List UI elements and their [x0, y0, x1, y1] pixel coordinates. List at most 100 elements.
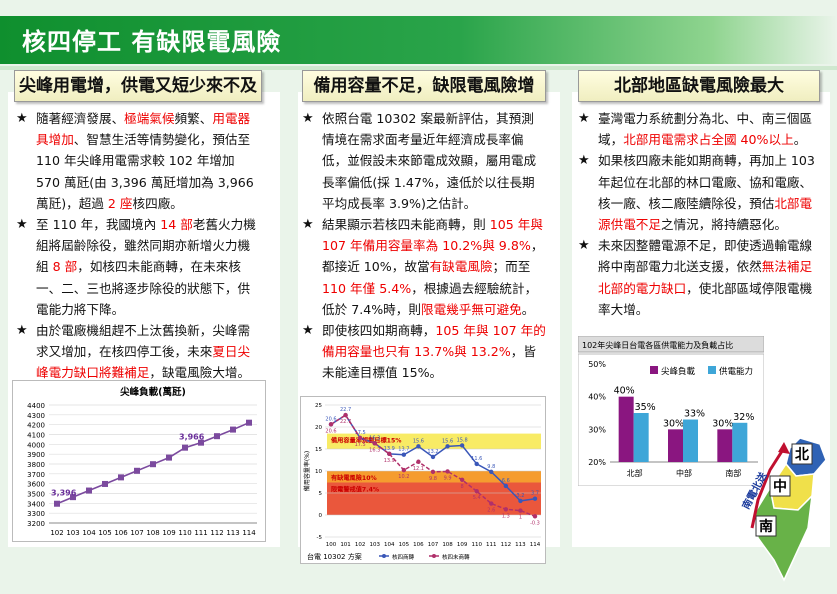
y-tick-label: 4400 [27, 402, 45, 410]
x-tick-label: 106 [413, 542, 424, 548]
data-label: 2.6 [487, 508, 495, 514]
legend-swatch [650, 366, 658, 374]
data-point [474, 461, 479, 467]
data-point [416, 444, 421, 449]
column-1-heading: 尖峰用電增，供電又短少來不及 [14, 70, 262, 102]
y-tick-label: 3900 [27, 451, 45, 459]
data-label: 3.7 [531, 491, 539, 497]
data-point [150, 461, 156, 468]
regional-supply-chart: 102年尖峰日台電各區供電能力及負載占比 20% 30% 40% 50% 北部 40% 35%… [577, 335, 765, 487]
x-tick-label: 113 [515, 542, 526, 548]
x-tick-label: 105 [98, 529, 111, 537]
y-tick-label: -5 [317, 535, 323, 541]
data-label: 15.8 [457, 437, 468, 443]
body-text: 老舊火力機組將屆齡除役，雖然同期亦新增火力機組 [36, 217, 256, 275]
south-label: 南 [759, 518, 773, 535]
chart-title: 尖峰負載(萬瓩) [120, 386, 186, 398]
data-label: 13.9 [384, 458, 395, 464]
y-tick-label: 40% [588, 393, 606, 402]
data-label: 3,396 [51, 489, 77, 498]
legend-label: 尖峰負載 [661, 366, 696, 377]
south-label-box [755, 515, 777, 537]
body-text: 。 [521, 301, 535, 317]
y-tick-label: 3200 [27, 520, 45, 528]
y-tick-label: 10 [315, 469, 322, 475]
x-tick-label: 110 [471, 542, 482, 548]
body-text: ，使北部區域停限電機率大增。 [598, 280, 813, 317]
data-label: 22.7 [340, 407, 351, 413]
data-label: 6.6 [502, 478, 510, 484]
body-text: ，缺電風險大增。 [149, 365, 251, 381]
body-text: 、智慧生活等情勢變化，預估至 110 年尖峰用電需求較 102 年增加 570 … [36, 132, 254, 211]
bar [618, 396, 634, 462]
x-tick-label: 100 [326, 542, 337, 548]
x-tick-label: 101 [340, 542, 351, 548]
data-label: 22.7 [340, 419, 351, 425]
y-tick-label: 3300 [27, 510, 45, 518]
data-label: 35% [635, 402, 656, 413]
data-label: 8 [461, 484, 464, 490]
x-tick-label: 108 [442, 542, 453, 548]
data-point [357, 435, 363, 441]
bar [633, 413, 649, 462]
x-axis-label: 台電 10302 方案 [307, 552, 362, 561]
x-tick-label: 103 [369, 542, 380, 548]
south-north-transmission-arrow [750, 447, 786, 529]
north-label-box [791, 443, 813, 465]
body-text: 隨著經濟發展、 [36, 111, 125, 126]
central-label-box [769, 475, 791, 497]
data-point [86, 487, 92, 494]
y-tick-label: 3400 [27, 500, 45, 508]
x-tick-label: 102 [50, 529, 63, 537]
body-text: 之情況，將持續惡化。 [660, 217, 787, 233]
column-1-bullet-3: ★ 由於電廠機組趕不上汰舊換新，尖峰需求又增加，在核四停工後，未來夏日尖峰電力缺口… [16, 320, 260, 384]
bar [668, 429, 683, 462]
data-label: 20.6 [325, 416, 336, 422]
data-label: 1.3 [502, 513, 510, 519]
bullet-text: 未來因整體電源不足，即使透過輸電線將中南部電力北送支援，依然無法補足北部的電力缺… [598, 238, 812, 317]
data-label: 3.2 [516, 493, 524, 499]
body-text: 依照台電 10302 案最新評估，其預測情境在需求面考量近年經濟成長率偏低，並假… [322, 111, 537, 211]
data-label: 13.7 [398, 447, 409, 453]
highlight-text: 無法補足北部的電力缺口 [598, 259, 813, 296]
arrow-head-icon [778, 442, 790, 454]
highlight-text: 有缺電風險 [429, 259, 493, 275]
data-point [401, 467, 407, 473]
bullet-text: 至 110 年，我國境內 14 部老舊火力機組將屆齡除役，雖然同期亦新增火力機組… [36, 217, 256, 317]
y-tick-label: 30% [588, 425, 606, 434]
data-point [518, 498, 523, 504]
x-tick-label: 108 [146, 529, 159, 537]
body-text: 未來因整體電源不足，即使透過輸電線將中南部電力北送支援，依然 [598, 238, 813, 275]
data-point [198, 439, 204, 446]
data-label: -0.3 [530, 520, 540, 526]
data-point [459, 443, 465, 448]
data-label: 15.6 [413, 438, 424, 444]
star-icon: ★ [302, 111, 314, 126]
x-tick-label: 112 [210, 529, 223, 537]
column-1-bullet-1: ★ 隨著經濟發展、極端氣候頻繁、用電器具增加、智慧生活等情勢變化，預估至 110 … [16, 108, 260, 214]
y-tick-label: 3600 [27, 481, 45, 489]
data-point [102, 480, 108, 487]
bullet-text: 由於電廠機組趕不上汰舊換新，尖峰需求又增加，在核四停工後，未來夏日尖峰電力缺口將… [36, 323, 250, 380]
data-point [445, 444, 450, 449]
body-text: 臺灣電力系統劃分為北、中、南三個區域， [598, 111, 813, 148]
highlight-text: 105 年與 107 年備用容量率為 10.2%與 9.8% [322, 217, 543, 254]
regional-supply-chart-svg: 102年尖峰日台電各區供電能力及負載占比20%30%40%50%北部40%35%… [577, 335, 765, 487]
page-title: 核四停工 有缺限電風險 [22, 28, 282, 56]
data-point [503, 483, 509, 489]
data-point [474, 489, 479, 494]
y-tick-label: 4200 [27, 422, 45, 430]
body-text: 由於電廠機組趕不上汰舊換新，尖峰需求又增加，在核四停工後，未來 [36, 323, 251, 360]
star-icon: ★ [302, 217, 314, 233]
x-tick-label: 114 [530, 542, 541, 548]
data-point [54, 500, 60, 507]
legend-label: 供電能力 [719, 366, 753, 377]
data-point [246, 419, 252, 426]
bar [683, 419, 698, 462]
star-icon: ★ [16, 323, 28, 339]
peak-load-chart: 尖峰負載(萬瓩) 3200 3300 3400 3500 3600 3700 3800 3900… [12, 380, 266, 542]
data-point [518, 508, 523, 513]
data-label: 9.8 [487, 464, 495, 470]
column-2-bullet-3: ★ 即使核四如期商轉，105 年與 107 年的備用容量也只有 13.7%與 13… [302, 320, 546, 384]
y-tick-label: 4300 [27, 412, 45, 420]
